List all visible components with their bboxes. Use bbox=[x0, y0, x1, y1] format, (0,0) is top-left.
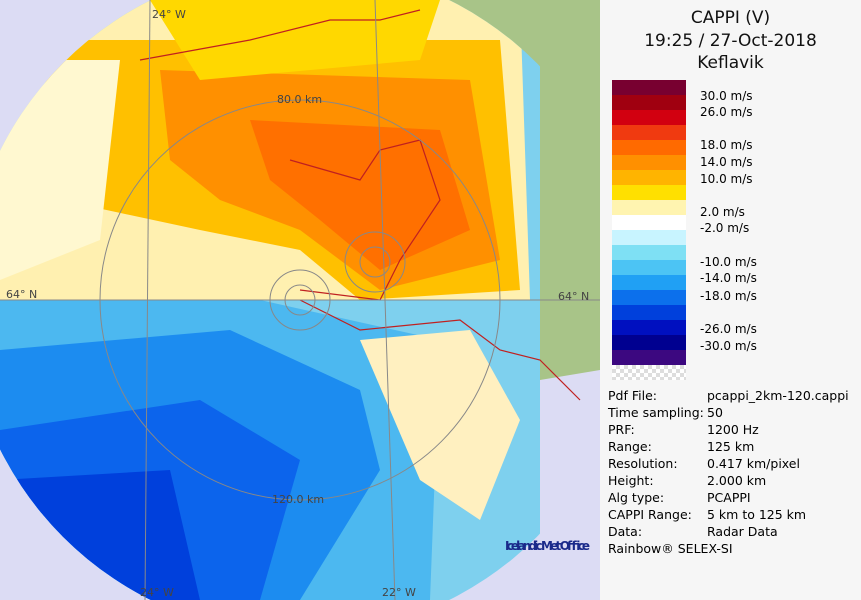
info-key: Pdf File: bbox=[608, 388, 657, 403]
legend-swatch bbox=[612, 125, 686, 141]
info-key: Data: bbox=[608, 524, 643, 539]
legend-swatch bbox=[612, 230, 686, 246]
info-key: CAPPI Range: bbox=[608, 507, 692, 522]
legend-swatch bbox=[612, 110, 686, 126]
title-site: Keflavik bbox=[697, 53, 764, 73]
radar-map: Icelandic Met Office 24° W 80.0 km 64° N 64… bbox=[0, 0, 600, 600]
legend-swatch bbox=[612, 275, 686, 291]
logo: Icelandic Met Office bbox=[505, 539, 590, 553]
legend-swatch bbox=[612, 140, 686, 156]
legend-label: 18.0 m/s bbox=[700, 138, 753, 152]
info-value: 0.417 km/pixel bbox=[707, 456, 800, 471]
info-value: 2.000 km bbox=[707, 473, 767, 488]
legend-label: 30.0 m/s bbox=[700, 89, 753, 103]
map-label: 22° W bbox=[382, 586, 416, 599]
legend-label: -18.0 m/s bbox=[700, 289, 757, 303]
info-value: 50 bbox=[707, 405, 723, 420]
range-rings bbox=[0, 0, 600, 600]
legend-swatch bbox=[612, 155, 686, 171]
map-label: 64° N bbox=[558, 290, 589, 303]
legend-nodata bbox=[612, 365, 686, 380]
info-key: PRF: bbox=[608, 422, 635, 437]
info-value: Radar Data bbox=[707, 524, 778, 539]
legend-swatch bbox=[612, 170, 686, 186]
legend-label: 10.0 m/s bbox=[700, 172, 753, 186]
info-key: Alg type: bbox=[608, 490, 665, 505]
legend-swatch bbox=[612, 290, 686, 306]
info-key: Time sampling: bbox=[608, 405, 704, 420]
map-label: 24° W bbox=[152, 8, 186, 21]
info-value: 125 km bbox=[707, 439, 755, 454]
info-key: Resolution: bbox=[608, 456, 678, 471]
legend-swatch bbox=[612, 215, 686, 231]
legend-swatch bbox=[612, 305, 686, 321]
coastline bbox=[139, 9, 581, 401]
legend-swatch bbox=[612, 200, 686, 216]
legend-label: 14.0 m/s bbox=[700, 155, 753, 169]
legend-label: 26.0 m/s bbox=[700, 105, 753, 119]
legend-label: -2.0 m/s bbox=[700, 221, 750, 235]
map-label: 80.0 km bbox=[277, 93, 322, 106]
title-time: 19:25 / 27-Oct-2018 bbox=[644, 31, 817, 51]
legend-swatch bbox=[612, 350, 686, 366]
title-product: CAPPI (V) bbox=[690, 8, 771, 28]
info-value: PCAPPI bbox=[707, 490, 751, 505]
legend-label: -14.0 m/s bbox=[700, 271, 757, 285]
legend-swatch bbox=[612, 80, 686, 96]
legend-swatch bbox=[612, 320, 686, 336]
legend-label: 2.0 m/s bbox=[700, 205, 745, 219]
legend-label: -30.0 m/s bbox=[700, 339, 757, 353]
legend-label: -10.0 m/s bbox=[700, 255, 757, 269]
info-value: 5 km to 125 km bbox=[707, 507, 807, 522]
legend-swatch bbox=[612, 335, 686, 351]
legend-swatch bbox=[612, 245, 686, 261]
legend-label: -26.0 m/s bbox=[700, 322, 757, 336]
legend-swatch bbox=[612, 95, 686, 111]
info-value: pcappi_2km-120.cappi bbox=[707, 388, 849, 403]
info-key: Range: bbox=[608, 439, 652, 454]
legend-swatch bbox=[612, 260, 686, 276]
info-key: Height: bbox=[608, 473, 654, 488]
map-label: 24° W bbox=[140, 586, 174, 599]
footer: Rainbow® SELEX-SI bbox=[608, 541, 733, 556]
map-label: 64° N bbox=[6, 288, 37, 301]
map-label: 120.0 km bbox=[272, 493, 324, 506]
info-value: 1200 Hz bbox=[707, 422, 759, 437]
legend-swatch bbox=[612, 185, 686, 201]
